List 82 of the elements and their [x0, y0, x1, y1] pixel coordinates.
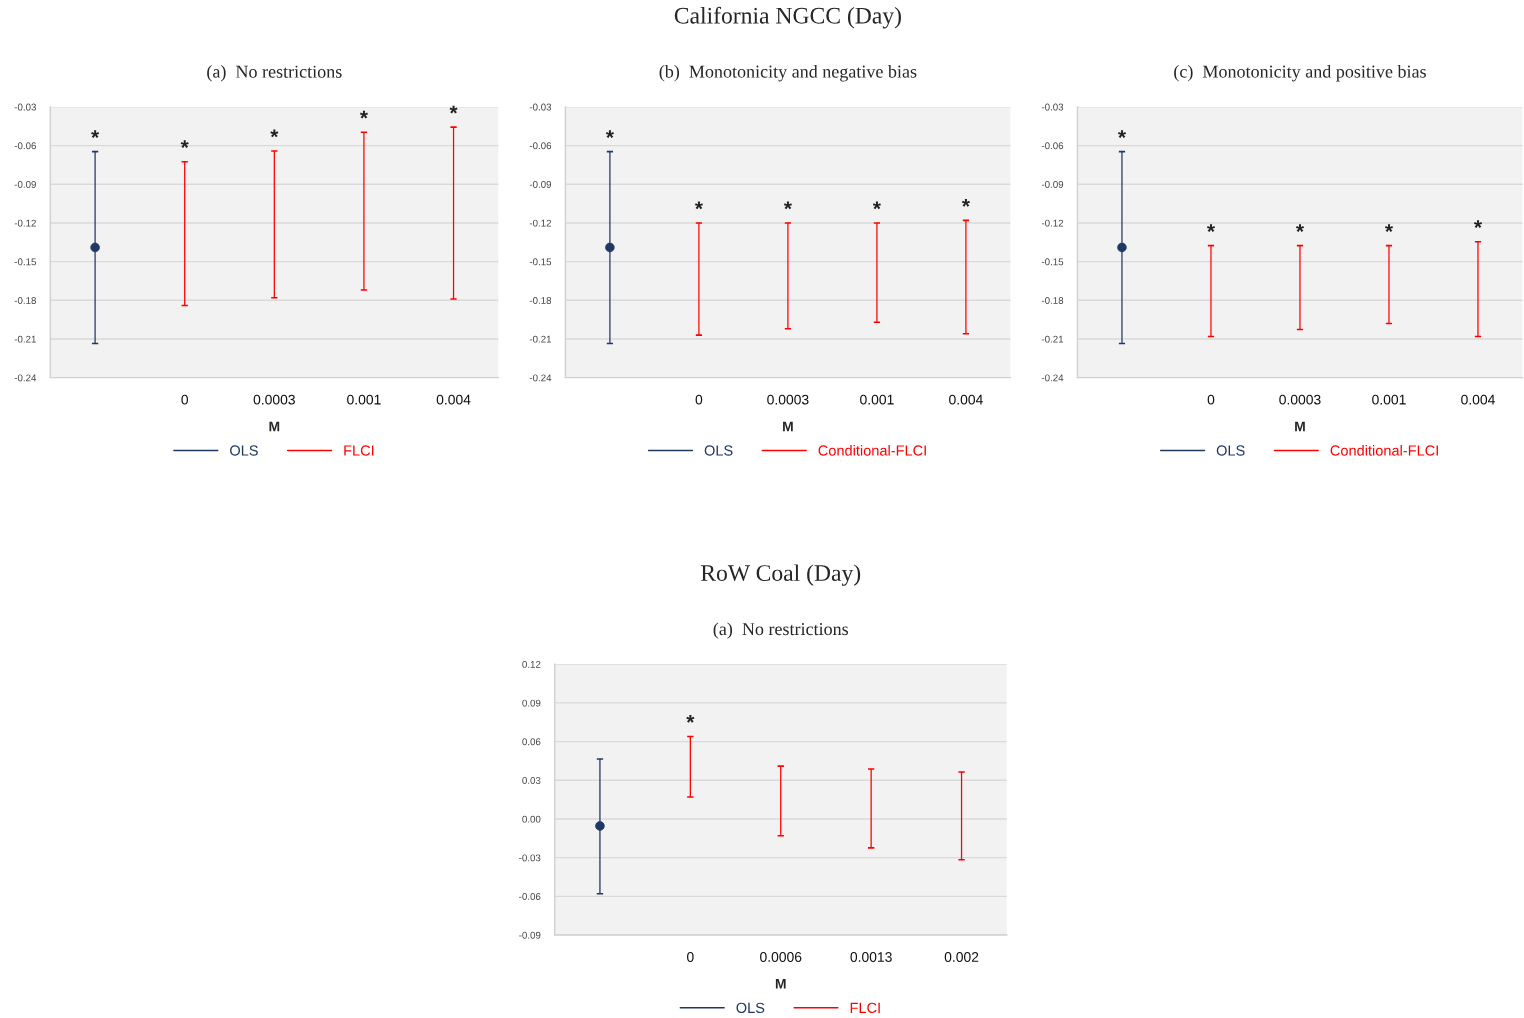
data-label: * — [1206, 224, 1215, 232]
data-label: * — [359, 110, 368, 119]
x-tick-label: 0 — [1207, 394, 1215, 405]
y-tick-label: -0.06 — [14, 142, 36, 150]
chart-subtitle: (a) No restrictions — [713, 622, 849, 639]
y-tick-label: -0.09 — [1041, 180, 1064, 188]
data-label: * — [91, 130, 100, 138]
y-tick-label: -0.21 — [529, 335, 552, 343]
y-tick-label: -0.18 — [14, 297, 36, 304]
x-tick-label: 0.001 — [347, 394, 381, 405]
x-tick-label: 0.001 — [1372, 394, 1406, 405]
y-tick-label: -0.21 — [14, 335, 36, 343]
legend-label: OLS — [736, 1002, 765, 1014]
chart-title: California NGCC (Day) — [674, 6, 901, 29]
chart-subtitle: (a) No restrictions — [207, 65, 342, 82]
x-axis-title: M — [269, 421, 280, 432]
data-label: * — [270, 129, 279, 138]
y-tick-label: 0.09 — [522, 699, 541, 707]
y-tick-label: 0.00 — [522, 815, 541, 823]
chart-title: RoW Coal (Day) — [700, 564, 861, 586]
y-tick-label: -0.09 — [14, 180, 36, 188]
y-tick-label: -0.12 — [1041, 219, 1064, 227]
data-label: * — [694, 201, 703, 210]
legend-label: Conditional-FLCI — [818, 444, 926, 456]
y-tick-label: 0.12 — [522, 660, 541, 668]
x-tick-label: 0 — [695, 394, 703, 405]
y-tick-label: -0.03 — [1041, 103, 1064, 111]
legend-label: FLCI — [344, 445, 374, 456]
y-tick-label: -0.03 — [529, 103, 552, 111]
data-label: * — [783, 201, 792, 210]
legend-label: OLS — [1216, 445, 1245, 456]
data-label: * — [605, 130, 614, 138]
x-tick-label: 0.0013 — [850, 952, 892, 962]
x-tick-label: 0.004 — [1461, 394, 1495, 405]
y-tick-label: -0.06 — [519, 893, 541, 900]
x-tick-label: 0.0003 — [253, 394, 295, 405]
legend-label: Conditional-FLCI — [1330, 444, 1438, 456]
y-tick-label: -0.24 — [529, 374, 552, 382]
y-tick-label: -0.06 — [529, 142, 552, 150]
x-tick-label: 0 — [181, 394, 189, 405]
y-tick-label: -0.12 — [14, 219, 36, 227]
y-tick-label: -0.12 — [529, 219, 552, 227]
data-label: * — [1117, 130, 1126, 138]
y-tick-label: -0.24 — [14, 374, 37, 382]
data-label: * — [1295, 224, 1304, 232]
x-tick-label: 0.002 — [944, 952, 979, 962]
y-tick-label: -0.18 — [529, 297, 552, 304]
y-tick-label: -0.21 — [1041, 335, 1064, 343]
y-tick-label: -0.09 — [519, 931, 541, 939]
x-axis-title: M — [775, 979, 786, 989]
y-tick-label: -0.15 — [1041, 258, 1064, 266]
data-label: * — [961, 198, 970, 207]
y-tick-label: -0.18 — [1041, 297, 1064, 304]
x-tick-label: 0.004 — [949, 394, 983, 405]
y-tick-label: -0.15 — [14, 258, 36, 266]
data-label: * — [1384, 224, 1394, 232]
x-axis-title: M — [1295, 421, 1305, 432]
x-tick-label: 0.004 — [436, 394, 471, 405]
legend-label: FLCI — [850, 1002, 880, 1014]
chart-subtitle: (c) Monotonicity and positive bias — [1174, 65, 1426, 82]
x-tick-label: 0.0006 — [760, 952, 802, 962]
y-tick-label: -0.24 — [1041, 374, 1064, 382]
x-tick-label: 0.0003 — [1279, 394, 1321, 405]
y-tick-label: -0.03 — [519, 854, 541, 862]
y-tick-label: -0.09 — [529, 180, 552, 188]
data-label: * — [180, 140, 189, 149]
y-tick-label: 0.06 — [522, 738, 541, 746]
y-tick-label: 0.03 — [522, 777, 541, 784]
y-tick-label: -0.15 — [529, 258, 552, 266]
data-label: * — [449, 105, 458, 114]
data-label: * — [872, 201, 881, 210]
legend-label: OLS — [230, 445, 258, 456]
legend-label: OLS — [704, 445, 733, 456]
x-tick-label: 0 — [687, 952, 694, 962]
x-tick-label: 0.001 — [860, 394, 894, 405]
data-label: * — [1473, 220, 1483, 228]
data-label: * — [686, 715, 695, 723]
x-tick-label: 0.0003 — [767, 394, 809, 405]
y-tick-label: -0.03 — [14, 103, 36, 111]
y-tick-label: -0.06 — [1041, 142, 1064, 150]
x-axis-title: M — [783, 421, 793, 432]
chart-subtitle: (b) Monotonicity and negative bias — [659, 65, 917, 82]
